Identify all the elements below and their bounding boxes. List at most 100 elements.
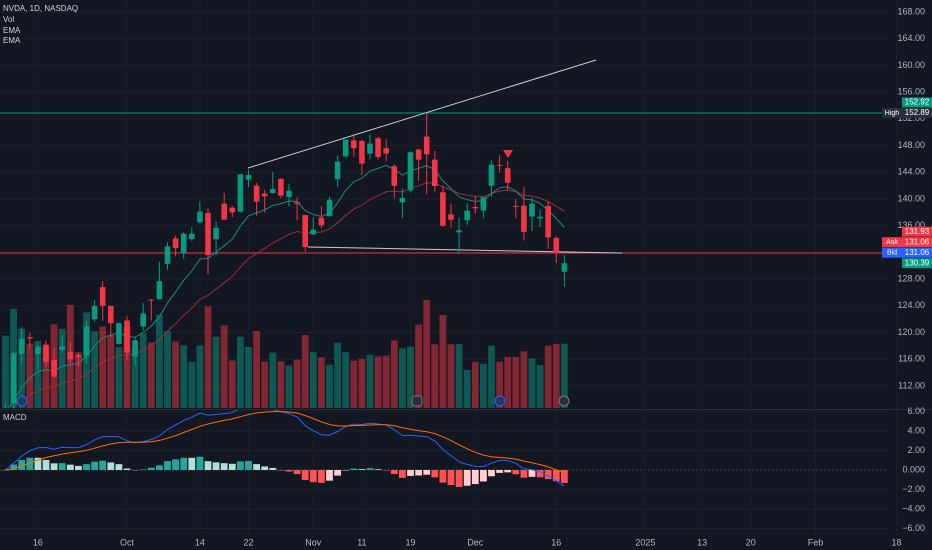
candle-body <box>124 320 130 353</box>
macd-histogram-bar <box>277 469 285 471</box>
volume-bar <box>520 351 528 408</box>
price-label-prefix: Bid <box>887 250 897 257</box>
macd-histogram-bar <box>463 469 471 486</box>
x-tick-label: Feb <box>808 537 824 547</box>
candle-body <box>237 174 244 212</box>
price-label: 130.39 <box>905 258 930 267</box>
candle-body <box>197 211 203 223</box>
volume-bar <box>334 342 341 408</box>
price-label-box <box>902 97 932 108</box>
macd-histogram-bar <box>334 469 341 476</box>
y-tick-label: 140.00 <box>897 193 925 203</box>
volume-bar <box>399 348 406 408</box>
candle-body <box>18 338 25 354</box>
price-label: 131.06 <box>905 237 930 246</box>
volume-bar <box>431 344 439 408</box>
y-tick-label: 112.00 <box>898 380 925 390</box>
macd-histogram-bar <box>18 459 26 470</box>
candle-body <box>99 287 106 306</box>
candle-body <box>367 143 373 154</box>
candle-body <box>172 238 179 249</box>
volume-bar <box>382 355 390 408</box>
macd-histogram-bar <box>180 457 188 470</box>
candle-body <box>294 202 300 204</box>
macd-histogram-bar <box>42 459 50 470</box>
volume-bar <box>253 331 260 408</box>
candle-body <box>399 197 406 203</box>
volume-bar <box>423 300 431 408</box>
macd-histogram-bar <box>269 467 277 470</box>
macd-histogram-bar <box>107 462 115 470</box>
candle-body <box>221 203 227 220</box>
candle-body <box>156 281 163 300</box>
volume-bar <box>544 345 552 408</box>
price-label-prefix: High <box>885 110 900 117</box>
volume-bar <box>75 352 82 408</box>
candle-body <box>448 214 454 220</box>
volume-bar <box>115 346 123 408</box>
macd-line <box>5 410 565 487</box>
price-label: 131.93 <box>905 227 930 236</box>
candle-body <box>286 190 292 197</box>
macd-histogram-bar <box>439 469 447 483</box>
macd-histogram-bar <box>552 469 560 482</box>
macd-histogram-bar <box>520 469 528 478</box>
macd-histogram-bar <box>2 469 9 471</box>
x-tick-label: 13 <box>697 537 707 547</box>
macd-histogram-bar <box>342 469 350 471</box>
macd-histogram-bar <box>471 469 479 485</box>
candle-body <box>521 205 527 232</box>
macd-histogram-bar <box>220 463 228 470</box>
trend-line <box>247 59 597 169</box>
macd-histogram-bar <box>58 463 66 470</box>
volume-bar <box>58 328 66 408</box>
y-tick-label: 144.00 <box>897 167 925 177</box>
y-tick-label: 136.00 <box>897 220 925 230</box>
price-label-box <box>902 247 932 258</box>
candle-body <box>545 206 551 238</box>
candle-body <box>561 263 568 272</box>
macd-histogram-bar <box>488 469 495 477</box>
macd-histogram-bar <box>415 469 422 476</box>
volume-bar <box>374 356 382 408</box>
price-layer <box>0 59 888 408</box>
volume-bar <box>293 359 301 408</box>
y-tick-label: 120.00 <box>897 327 925 337</box>
volume-bar <box>552 344 560 408</box>
x-tick-label: 16 <box>33 537 43 547</box>
candle-body <box>213 227 219 240</box>
macd-histogram-bar <box>75 465 82 470</box>
candle-body <box>43 344 49 362</box>
macd-histogram-bar <box>139 469 147 470</box>
y-tick-label: 116.00 <box>898 354 925 364</box>
candle-body <box>456 230 462 233</box>
y-tick-label: 168.00 <box>897 6 925 16</box>
macd-tick-label: −2.00 <box>902 484 925 494</box>
candle-body <box>334 161 341 180</box>
volume-bar <box>188 362 196 408</box>
macd-histogram-bar <box>253 464 260 470</box>
dividend-icon <box>16 395 28 407</box>
candle-body <box>359 140 365 164</box>
candle-body <box>472 207 479 209</box>
volume-bar <box>318 357 325 408</box>
volume-bar <box>326 364 333 408</box>
volume-bar <box>164 331 171 408</box>
macd-layer <box>2 410 568 487</box>
macd-histogram-bar <box>536 469 544 478</box>
candle-body <box>59 346 65 350</box>
volume-bar <box>228 360 236 408</box>
y-tick-label: 156.00 <box>897 87 925 97</box>
macd-histogram-bar <box>399 469 406 478</box>
y-tick-label: 152.00 <box>897 113 925 123</box>
macd-histogram-bar <box>512 469 520 475</box>
candle-body <box>148 299 155 301</box>
x-tick-label: 18 <box>891 537 901 547</box>
macd-histogram-bar <box>366 468 374 470</box>
macd-histogram-bar <box>228 463 236 470</box>
macd-histogram-bar <box>544 469 552 480</box>
volume-bar <box>123 326 131 408</box>
candle-body <box>423 136 430 155</box>
